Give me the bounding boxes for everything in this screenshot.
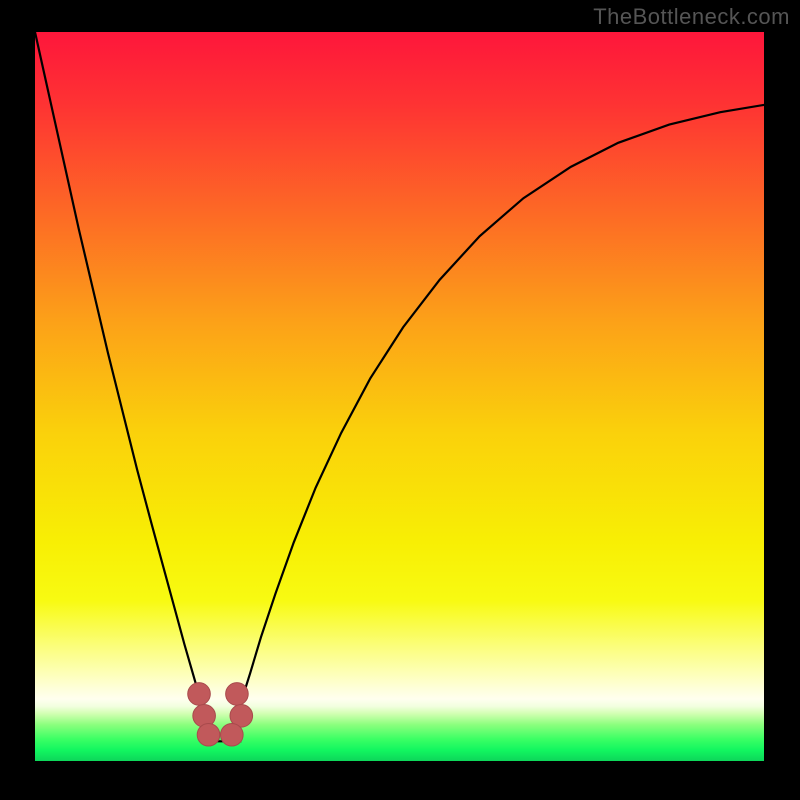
data-marker xyxy=(221,723,244,746)
watermark-text: TheBottleneck.com xyxy=(593,4,790,30)
right-curve xyxy=(238,105,764,712)
data-marker xyxy=(188,683,211,706)
chart-container: TheBottleneck.com xyxy=(0,0,800,800)
data-marker xyxy=(226,683,249,706)
curve-layer xyxy=(35,32,764,761)
data-markers xyxy=(188,683,253,746)
data-marker xyxy=(197,723,220,746)
plot-area xyxy=(35,32,764,761)
left-curve xyxy=(35,32,204,711)
